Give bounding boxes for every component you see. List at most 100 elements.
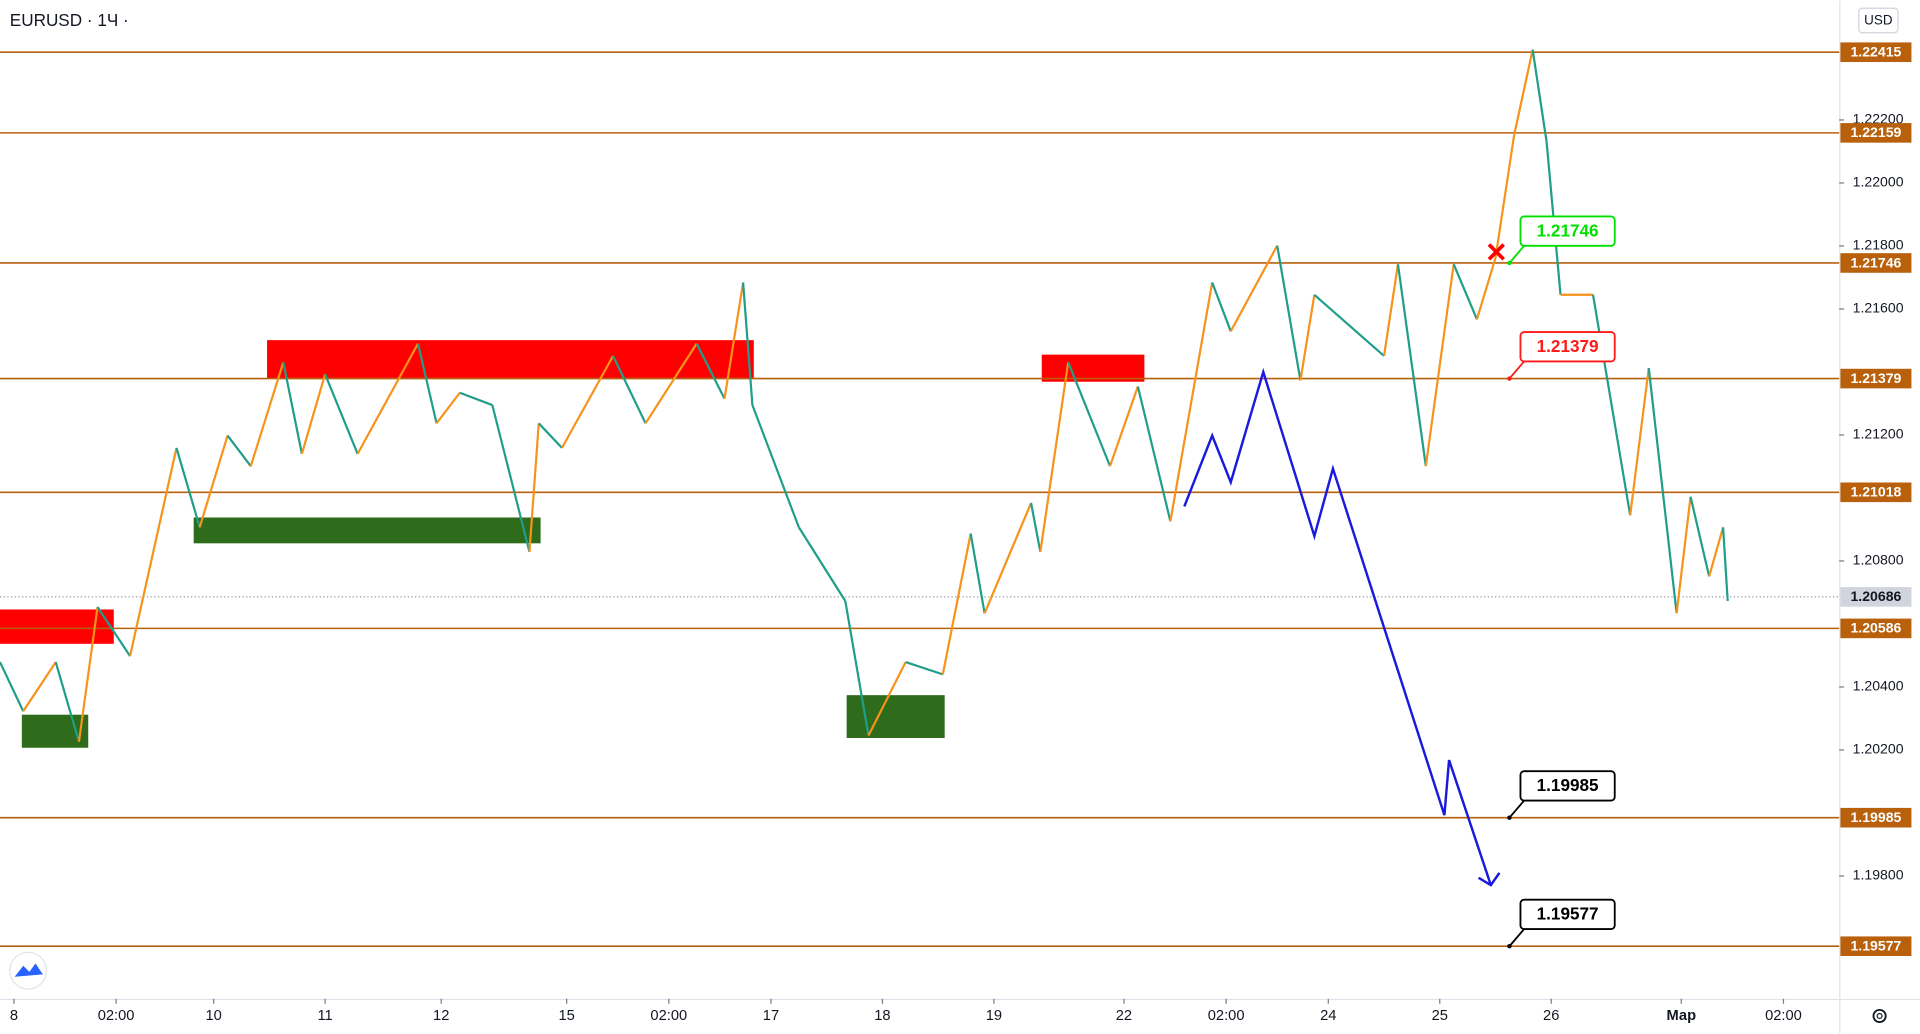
price-segment <box>1067 361 1112 467</box>
x-tick-label: 17 <box>763 1008 779 1024</box>
level-label-bg <box>1840 42 1912 63</box>
price-segment <box>22 661 57 712</box>
zone <box>193 517 541 544</box>
price-segment <box>1531 49 1548 142</box>
y-tick-label: 1.21200 <box>1853 426 1904 442</box>
price-segment <box>1452 263 1478 320</box>
callout-box <box>1519 215 1616 247</box>
price-segment <box>1424 264 1455 467</box>
price-segment <box>528 423 540 552</box>
callout-box <box>1519 770 1616 802</box>
level-label-bg <box>1840 482 1912 503</box>
price-segment <box>300 373 327 455</box>
x-tick-label: 02:00 <box>98 1008 135 1024</box>
callout-label: 1.19985 <box>1537 775 1599 795</box>
price-segment <box>128 447 178 657</box>
level-label-bg <box>1840 253 1912 273</box>
last-price-label: 1.20686 <box>1850 588 1901 604</box>
price-segment <box>1647 368 1678 614</box>
price-segment <box>1108 386 1139 467</box>
callout-pointer <box>1508 799 1525 819</box>
chart-title: EURUSD · 1Ч · <box>10 10 129 30</box>
callout-pointer <box>1508 245 1525 264</box>
y-tick-label: 1.20800 <box>1853 552 1904 568</box>
price-segment <box>175 447 201 528</box>
x-tick-label: 02:00 <box>650 1008 687 1024</box>
level-label: 1.21018 <box>1850 484 1901 500</box>
x-tick-label: 12 <box>433 1008 449 1024</box>
price-segment <box>1276 245 1302 381</box>
level-label: 1.22415 <box>1850 44 1901 60</box>
callout-pointer <box>1508 360 1525 380</box>
price-segment <box>742 282 754 406</box>
price-segment <box>1169 282 1214 522</box>
price-segment <box>1039 362 1070 552</box>
callout-anchor <box>1507 944 1512 949</box>
x-tick-label: Мар <box>1666 1008 1696 1024</box>
price-segment <box>1229 245 1279 332</box>
price-segment <box>282 361 303 455</box>
y-tick-label: 1.22000 <box>1853 174 1904 190</box>
x-tick-label: 02:00 <box>1208 1008 1245 1024</box>
x-tick-label: 22 <box>1116 1008 1132 1024</box>
callout-label: 1.21379 <box>1537 336 1599 356</box>
price-segment <box>324 373 359 455</box>
plot: 1.19800 1.20200 1.20400 1.20800 1.21200 1.216… <box>0 42 1912 1024</box>
price-segment <box>1382 264 1400 357</box>
price-segment <box>416 343 438 424</box>
price-segment <box>561 355 615 449</box>
y-tick-label: 1.20200 <box>1853 741 1904 757</box>
currency-label[interactable]: USD <box>1864 13 1893 28</box>
level-label: 1.22159 <box>1850 124 1901 140</box>
level-label: 1.21746 <box>1850 254 1901 270</box>
price-segment <box>1396 264 1427 467</box>
x-tick-label: 15 <box>558 1008 574 1024</box>
price-segment <box>1708 526 1725 577</box>
price-segment <box>751 404 800 528</box>
x-tick-label: 25 <box>1432 1008 1448 1024</box>
price-segment <box>1029 502 1042 553</box>
price-segment <box>1313 293 1385 357</box>
price-segment <box>54 661 81 743</box>
price-segment <box>941 533 972 675</box>
price-segment <box>797 526 847 602</box>
y-tick-label: 1.20400 <box>1853 678 1904 694</box>
price-segment <box>969 533 986 614</box>
callout-anchor <box>1507 260 1512 266</box>
y-tick-label: 1.22200 <box>1853 111 1904 127</box>
price-segment <box>226 434 252 467</box>
price-segment <box>723 282 745 399</box>
zone <box>1041 354 1145 382</box>
price-segment <box>695 343 726 400</box>
x-tick-label: 02:00 <box>1765 1008 1802 1024</box>
price-segment <box>1689 496 1711 577</box>
price-segment <box>77 606 99 742</box>
level-label: 1.19985 <box>1850 809 1901 825</box>
currency-button[interactable] <box>1858 7 1899 34</box>
price-segment <box>844 600 870 736</box>
x-tick-label: 10 <box>205 1008 221 1024</box>
level-label-bg <box>1840 807 1912 828</box>
price-segment <box>0 661 25 712</box>
x-tick-label: 26 <box>1543 1008 1559 1024</box>
price-segment <box>459 391 493 407</box>
price-segment <box>1629 368 1650 516</box>
price-segment <box>905 661 944 676</box>
callout-anchor <box>1507 815 1512 820</box>
y-tick-label: 1.21800 <box>1853 237 1904 253</box>
x-tick-label: 8 <box>10 1008 18 1024</box>
projection-arrowhead <box>1477 872 1501 887</box>
settings-icon[interactable] <box>1872 1008 1887 1024</box>
callout-box <box>1519 331 1616 363</box>
price-segment <box>1721 527 1729 602</box>
level-label: 1.19577 <box>1850 938 1901 954</box>
price-segment <box>644 343 698 424</box>
zone <box>267 340 754 378</box>
level-label-bg <box>1840 368 1912 389</box>
x-tick-label: 11 <box>317 1008 332 1024</box>
callout-pointer <box>1508 928 1525 947</box>
last-price-label-bg <box>1840 587 1912 607</box>
price-segment <box>249 361 285 467</box>
